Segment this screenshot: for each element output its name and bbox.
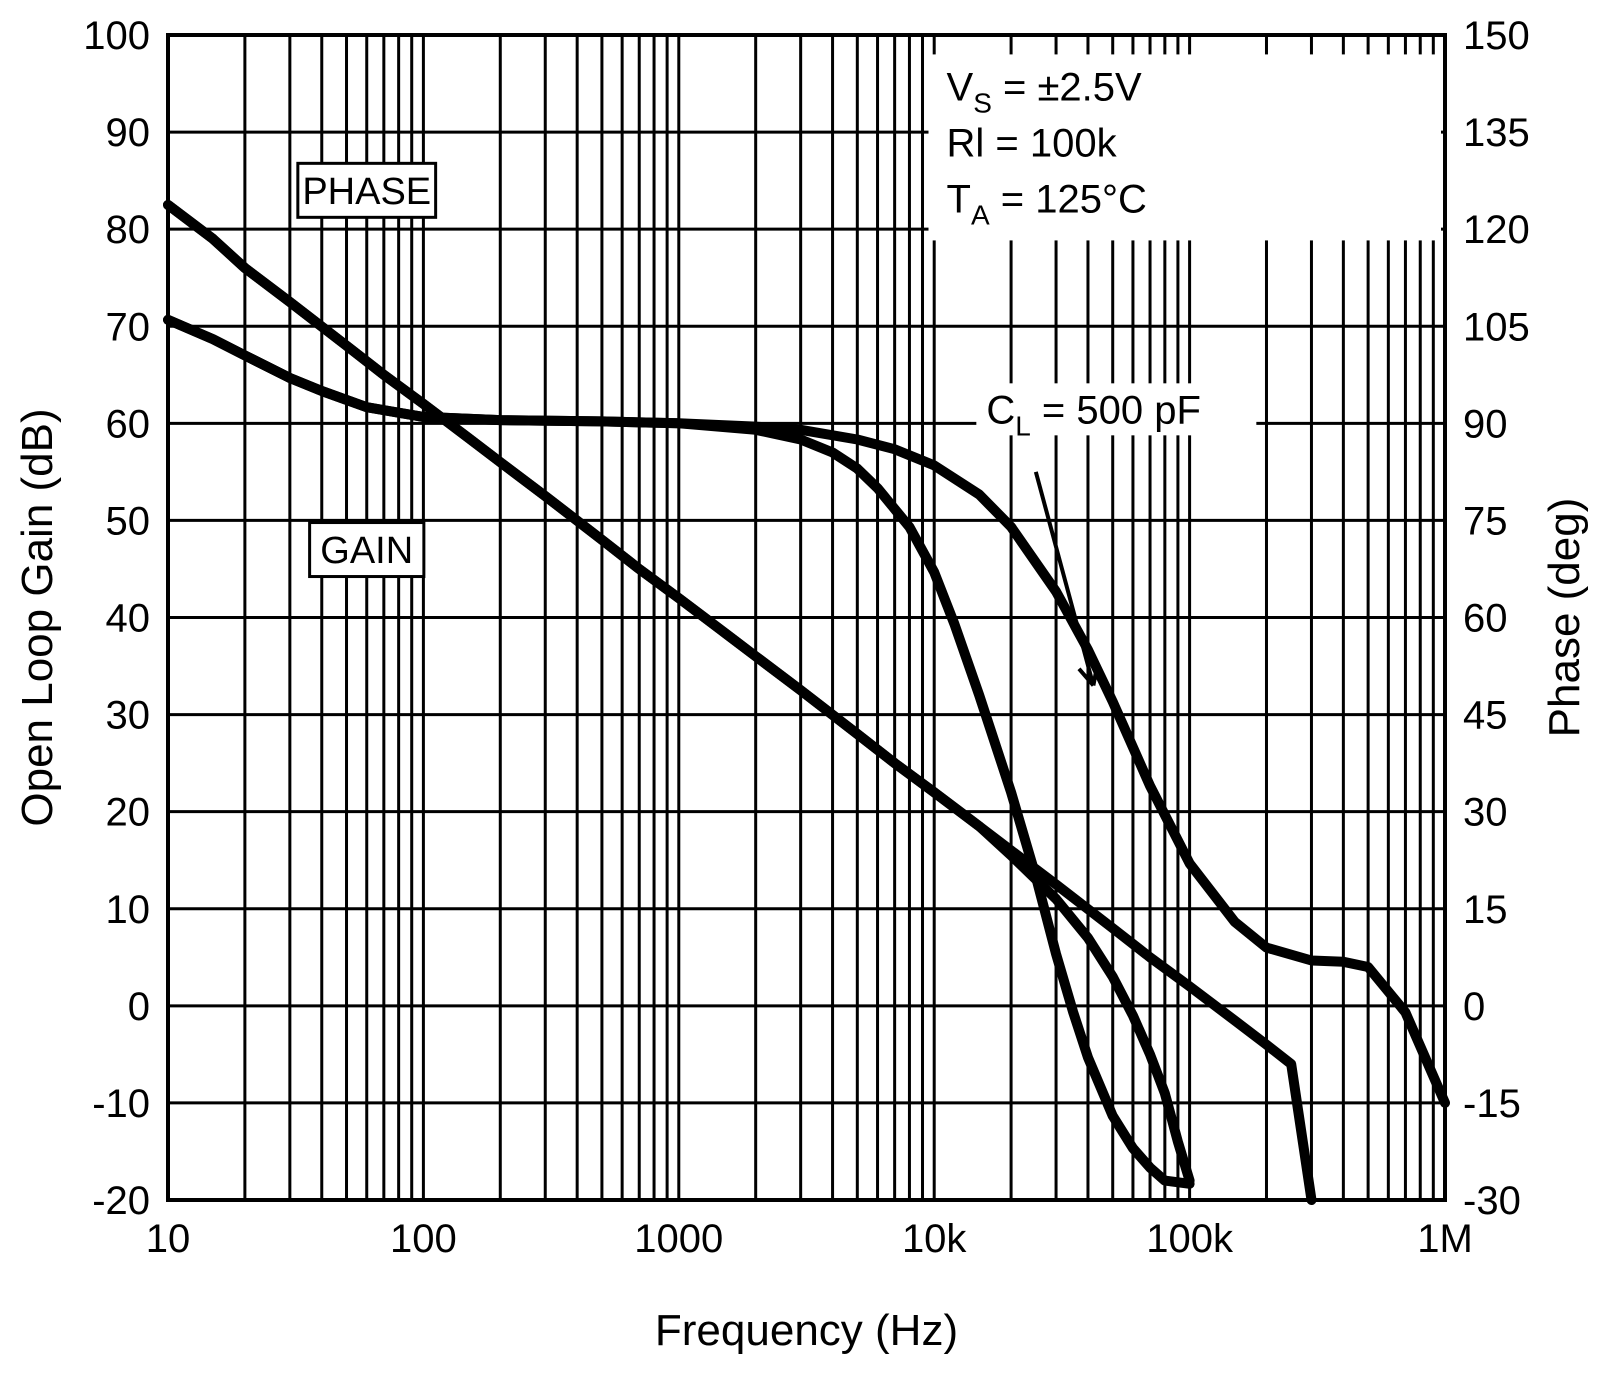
- series-gain: [168, 205, 1312, 1200]
- condition-line: Rl = 100k: [947, 121, 1118, 165]
- y-left-tick: 60: [106, 402, 151, 446]
- y-right-tick: 135: [1463, 111, 1530, 155]
- bode-plot-chart: -20-100102030405060708090100-30-15015304…: [0, 0, 1619, 1394]
- y-left-tick: 50: [106, 499, 151, 543]
- y-left-tick: 20: [106, 791, 151, 835]
- x-tick: 1000: [634, 1217, 723, 1261]
- y-left-tick: 80: [106, 208, 151, 252]
- phase-label: PHASE: [302, 171, 431, 213]
- y-right-tick: 105: [1463, 305, 1530, 349]
- y-right-tick: 90: [1463, 402, 1508, 446]
- y-right-tick: 150: [1463, 14, 1530, 58]
- y-right-tick: 0: [1463, 985, 1485, 1029]
- y-left-tick: 40: [106, 597, 151, 641]
- y-left-axis-label: Open Loop Gain (dB): [13, 408, 62, 826]
- y-right-tick: 15: [1463, 888, 1508, 932]
- x-tick: 100: [390, 1217, 457, 1261]
- y-left-tick: 70: [106, 305, 151, 349]
- x-axis-label: Frequency (Hz): [655, 1306, 958, 1355]
- y-left-tick: 0: [128, 985, 150, 1029]
- y-left-tick: 30: [106, 694, 151, 738]
- y-left-tick: 100: [83, 14, 150, 58]
- gain-label: GAIN: [320, 530, 413, 572]
- y-right-tick: 60: [1463, 597, 1508, 641]
- y-right-tick: 30: [1463, 791, 1508, 835]
- y-left-tick: -10: [92, 1082, 150, 1126]
- x-tick: 1M: [1417, 1217, 1473, 1261]
- y-left-tick: -20: [92, 1179, 150, 1223]
- y-right-tick: 120: [1463, 208, 1530, 252]
- x-tick: 100k: [1146, 1217, 1234, 1261]
- x-tick: 10: [146, 1217, 191, 1261]
- x-tick: 10k: [902, 1217, 967, 1261]
- y-left-tick: 10: [106, 888, 151, 932]
- y-right-tick: 75: [1463, 499, 1508, 543]
- y-right-tick: -15: [1463, 1082, 1521, 1126]
- y-left-tick: 90: [106, 111, 151, 155]
- y-right-axis-label: Phase (deg): [1540, 498, 1589, 738]
- y-right-tick: 45: [1463, 694, 1508, 738]
